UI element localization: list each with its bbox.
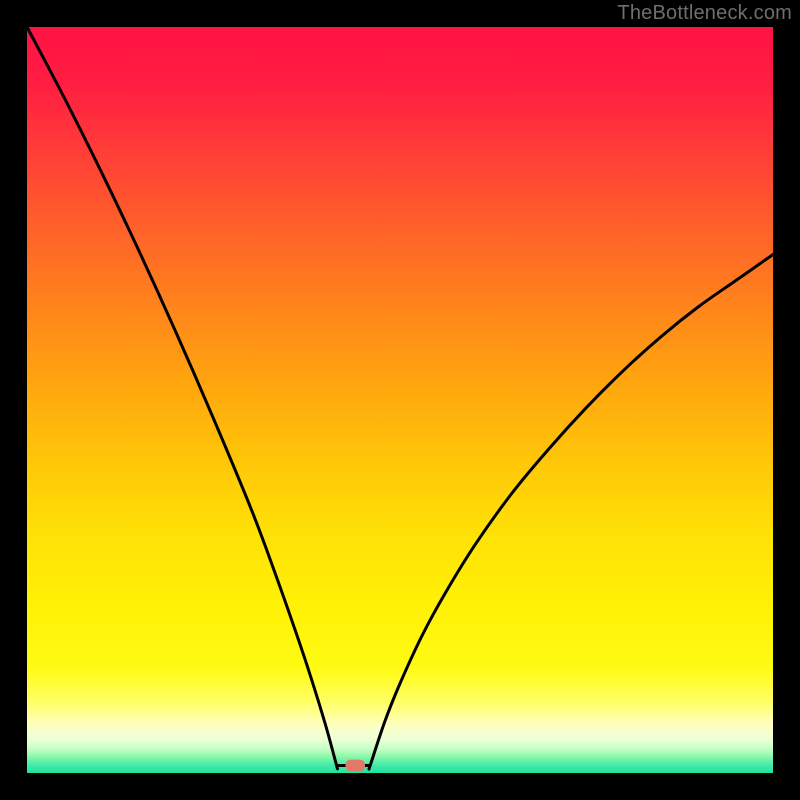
- bottleneck-chart: [0, 0, 800, 800]
- optimal-marker: [346, 760, 365, 772]
- watermark-text: TheBottleneck.com: [617, 2, 792, 25]
- gradient-background: [27, 27, 773, 773]
